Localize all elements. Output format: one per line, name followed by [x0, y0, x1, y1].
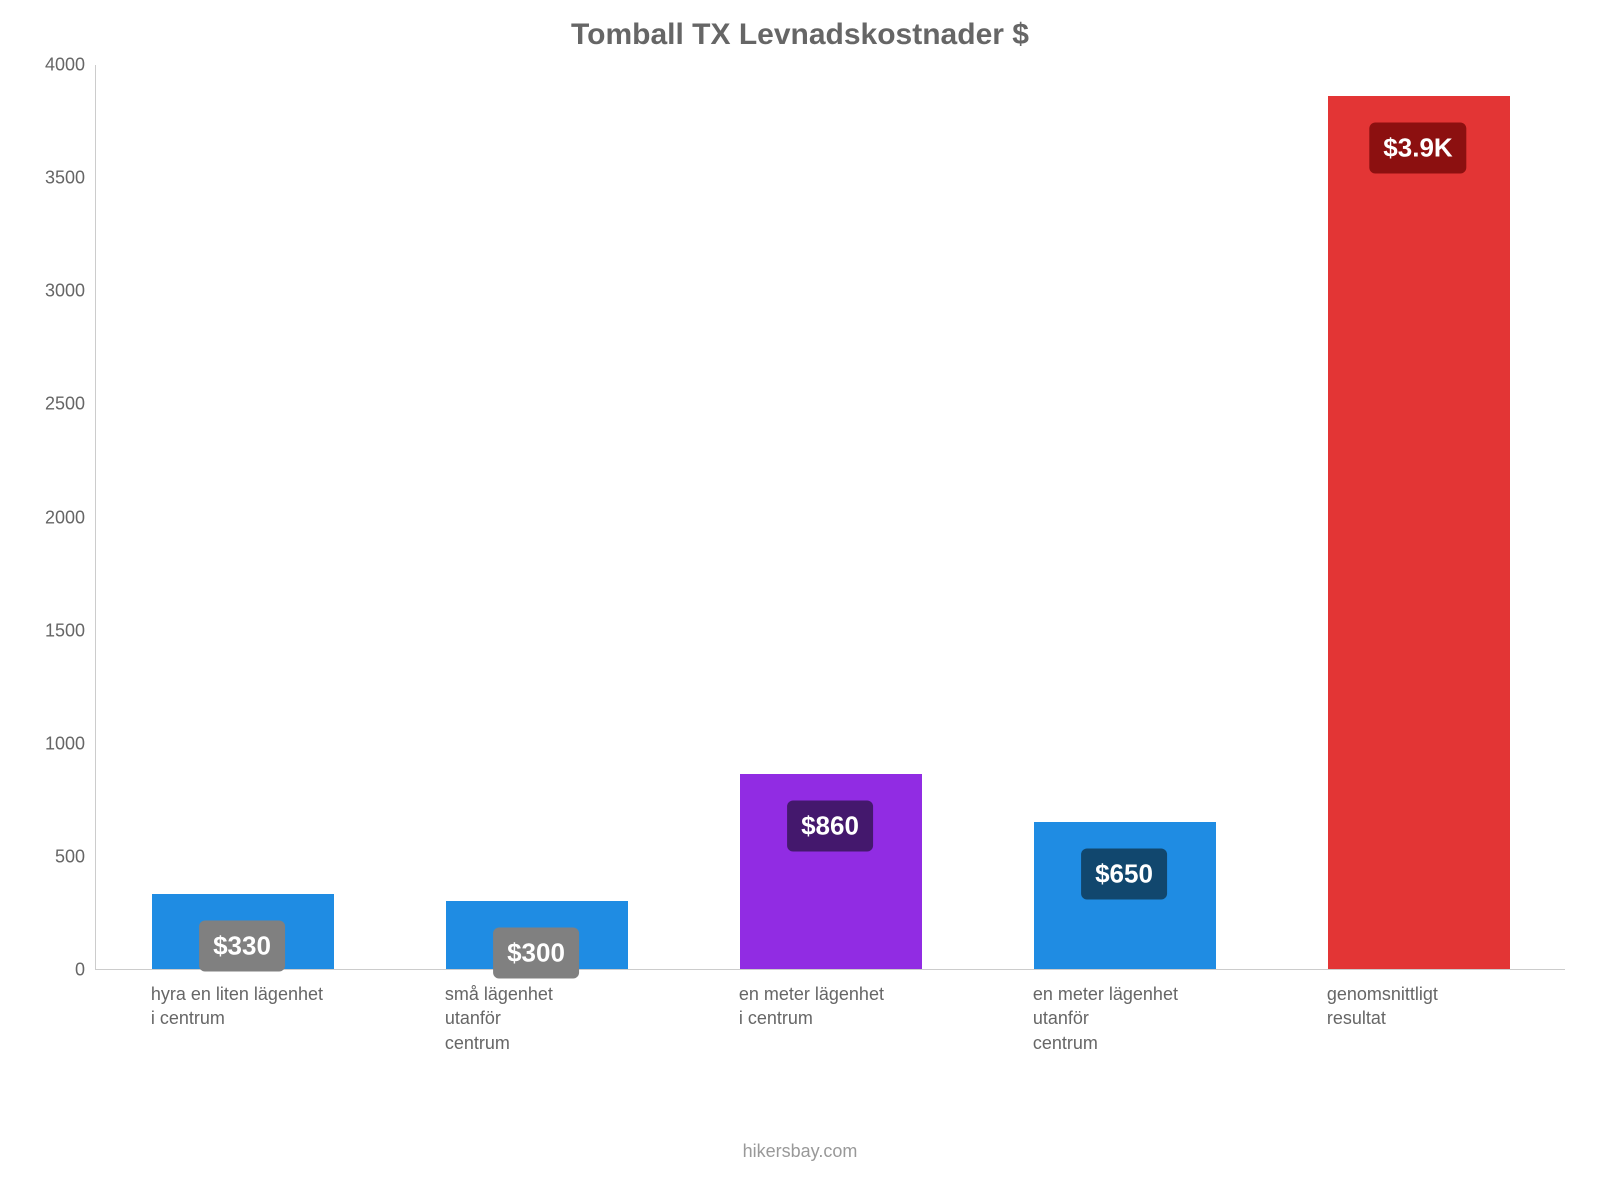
y-tick-label: 1000: [15, 733, 85, 754]
bar: [1328, 96, 1510, 969]
bar-value-label: $300: [493, 928, 579, 979]
bar-value-label: $3.9K: [1369, 122, 1466, 173]
chart-title: Tomball TX Levnadskostnader $: [0, 18, 1600, 52]
x-tick-label: en meter lägenhet i centrum: [739, 982, 884, 1031]
y-tick-label: 1500: [15, 620, 85, 641]
bar-value-label: $330: [199, 921, 285, 972]
x-tick-label: genomsnittligt resultat: [1327, 982, 1438, 1031]
y-tick-label: 2500: [15, 394, 85, 415]
bar-value-label: $650: [1081, 848, 1167, 899]
y-tick-label: 4000: [15, 55, 85, 76]
x-tick-label: små lägenhet utanför centrum: [445, 982, 553, 1055]
y-tick-label: 2000: [15, 507, 85, 528]
y-tick-label: 3500: [15, 168, 85, 189]
y-tick-label: 0: [15, 960, 85, 981]
y-tick-label: 500: [15, 846, 85, 867]
chart-footer: hikersbay.com: [0, 1141, 1600, 1162]
chart-container: Tomball TX Levnadskostnader $ hikersbay.…: [0, 0, 1600, 1200]
bar-value-label: $860: [787, 801, 873, 852]
y-tick-label: 3000: [15, 281, 85, 302]
x-tick-label: hyra en liten lägenhet i centrum: [151, 982, 323, 1031]
x-tick-label: en meter lägenhet utanför centrum: [1033, 982, 1178, 1055]
